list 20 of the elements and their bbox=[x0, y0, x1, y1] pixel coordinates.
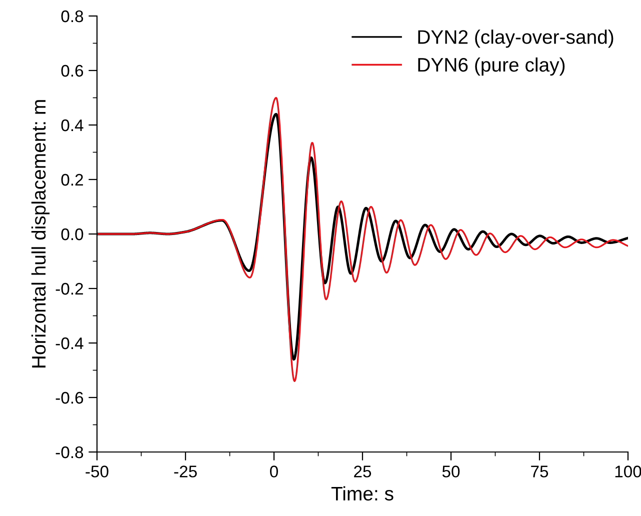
x-tick-label: 25 bbox=[354, 466, 372, 478]
y-tick-label: 0.8 bbox=[61, 10, 84, 22]
legend-label: DYN2 (clay-over-sand) bbox=[418, 30, 614, 48]
y-axis-title: Horizontal hull displacement: m bbox=[31, 100, 50, 368]
x-tick-label: 50 bbox=[442, 466, 460, 478]
y-tick-label: -0.6 bbox=[56, 392, 84, 404]
x-axis-title: Time: s bbox=[331, 486, 394, 501]
legend-label: DYN6 (pure clay) bbox=[418, 57, 565, 76]
x-tick-label: 100 bbox=[615, 466, 641, 478]
x-tick-label: 0 bbox=[270, 466, 278, 478]
y-tick-label: -0.8 bbox=[56, 446, 84, 458]
y-tick-label: -0.4 bbox=[56, 337, 84, 350]
y-tick-label: 0.0 bbox=[61, 228, 84, 240]
x-tick-label: -50 bbox=[86, 466, 108, 478]
y-tick-label: 0.2 bbox=[61, 174, 83, 186]
y-tick-label: 0.4 bbox=[61, 119, 84, 132]
y-tick-label: -0.2 bbox=[56, 282, 83, 295]
x-tick-label: -25 bbox=[174, 466, 197, 478]
x-tick-label: 75 bbox=[531, 466, 548, 478]
y-tick-label: 0.6 bbox=[61, 64, 84, 77]
